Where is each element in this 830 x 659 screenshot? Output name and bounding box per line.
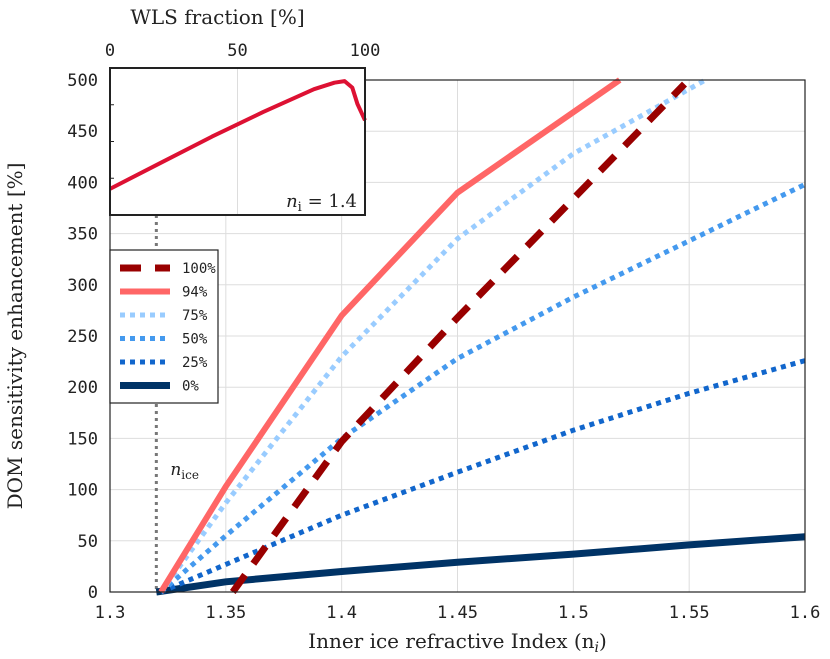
y-tick-label: 500 bbox=[67, 71, 98, 91]
inset-frame bbox=[109, 67, 366, 216]
inset-x-tick-label: 0 bbox=[105, 41, 115, 61]
x-tick-label: 1.5 bbox=[558, 603, 589, 623]
legend-label: 25% bbox=[182, 355, 208, 371]
x-tick-label: 1.55 bbox=[669, 603, 710, 623]
inset-x-tick-label: 100 bbox=[350, 41, 381, 61]
y-axis-label: DOM sensitivity enhancement [%] bbox=[3, 163, 27, 510]
inset-plot: 0 50 100 WLS fraction [%] ni = 1.4 bbox=[105, 5, 380, 216]
y-tick-label: 200 bbox=[67, 378, 98, 398]
x-tick-label: 1.35 bbox=[205, 603, 246, 623]
y-tick-label: 300 bbox=[67, 276, 98, 296]
legend-label: 75% bbox=[182, 308, 208, 324]
inset-series-line bbox=[109, 79, 367, 191]
main-series-group bbox=[155, 77, 807, 596]
legend-label: 100% bbox=[182, 261, 216, 277]
y-tick-label: 50 bbox=[78, 532, 98, 552]
inset-series-group bbox=[109, 79, 367, 191]
y-tick-label: 100 bbox=[67, 481, 98, 501]
series-line-100pct bbox=[229, 81, 688, 595]
inset-annotation: ni = 1.4 bbox=[286, 191, 357, 215]
main-x-tick-labels: 1.3 1.35 1.4 1.45 1.5 1.55 1.6 bbox=[95, 603, 821, 623]
series-line-0pct bbox=[155, 533, 806, 596]
x-tick-label: 1.6 bbox=[790, 603, 821, 623]
n-ice-annotation: nice bbox=[170, 460, 199, 482]
main-plot: 1.3 1.35 1.4 1.45 1.5 1.55 1.6 0 50 100 150 200 250… bbox=[3, 71, 820, 656]
series-line-94pct bbox=[158, 77, 622, 594]
inset-title: WLS fraction [%] bbox=[130, 5, 304, 29]
y-tick-label: 450 bbox=[67, 122, 98, 142]
series-line-25pct bbox=[160, 358, 806, 595]
x-tick-label: 1.45 bbox=[437, 603, 478, 623]
x-tick-label: 1.4 bbox=[326, 603, 357, 623]
legend-label: 0% bbox=[182, 379, 199, 395]
legend: 100% 94% 75% 50% 25% 0% bbox=[109, 249, 219, 404]
legend-box bbox=[109, 249, 219, 404]
x-axis-label: Inner ice refractive Index (ni) bbox=[308, 629, 607, 656]
x-tick-label: 1.3 bbox=[95, 603, 126, 623]
legend-label: 94% bbox=[182, 285, 208, 301]
y-tick-label: 250 bbox=[67, 327, 98, 347]
y-tick-label: 400 bbox=[67, 173, 98, 193]
main-y-tick-labels: 0 50 100 150 200 250 300 350 400 450 500 bbox=[67, 71, 98, 603]
series-line-75pct bbox=[158, 77, 707, 594]
y-tick-label: 0 bbox=[88, 583, 98, 603]
y-tick-label: 150 bbox=[67, 429, 98, 449]
y-tick-label: 350 bbox=[67, 225, 98, 245]
inset-x-tick-labels: 0 50 100 bbox=[105, 41, 380, 61]
legend-label: 50% bbox=[182, 332, 208, 348]
inset-x-tick-label: 50 bbox=[227, 41, 247, 61]
